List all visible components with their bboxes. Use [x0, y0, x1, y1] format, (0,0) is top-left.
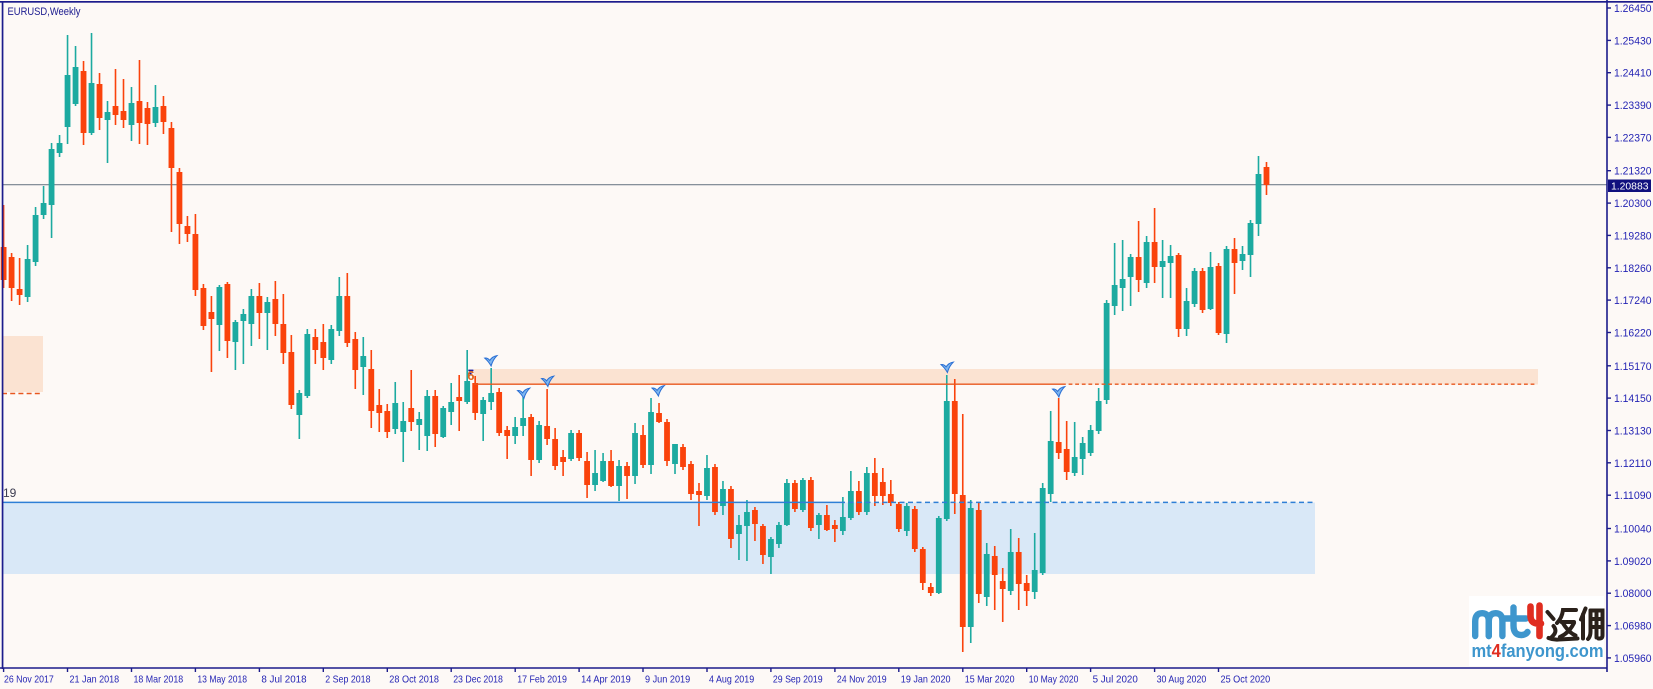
- svg-text:1.17240: 1.17240: [1614, 295, 1652, 307]
- svg-text:29 Sep 2019: 29 Sep 2019: [773, 675, 823, 686]
- svg-text:8 Jul 2018: 8 Jul 2018: [261, 675, 306, 686]
- svg-text:26 Nov 2017: 26 Nov 2017: [4, 675, 54, 686]
- svg-text:14 Apr 2019: 14 Apr 2019: [581, 675, 631, 686]
- svg-text:EURUSD,Weekly: EURUSD,Weekly: [8, 6, 81, 18]
- svg-text:1.23390: 1.23390: [1614, 100, 1652, 112]
- svg-text:1.24410: 1.24410: [1614, 68, 1652, 80]
- svg-text:19 Jan 2020: 19 Jan 2020: [901, 675, 951, 686]
- svg-text:4 Aug 2019: 4 Aug 2019: [709, 675, 754, 686]
- svg-text:1.11090: 1.11090: [1614, 490, 1652, 502]
- svg-text:19: 19: [3, 486, 17, 500]
- svg-text:10 May 2020: 10 May 2020: [1029, 675, 1079, 686]
- svg-text:13 May 2018: 13 May 2018: [197, 675, 247, 686]
- svg-text:2 Sep 2018: 2 Sep 2018: [325, 675, 370, 686]
- svg-text:1.26450: 1.26450: [1614, 3, 1652, 15]
- svg-text:1.25430: 1.25430: [1614, 35, 1652, 47]
- svg-text:6: 6: [467, 368, 474, 383]
- svg-text:24 Nov 2019: 24 Nov 2019: [837, 675, 887, 686]
- svg-text:15 Mar 2020: 15 Mar 2020: [965, 675, 1015, 686]
- svg-text:9 Jun 2019: 9 Jun 2019: [645, 675, 690, 686]
- svg-text:1.15170: 1.15170: [1614, 361, 1652, 373]
- svg-text:1.21320: 1.21320: [1614, 166, 1652, 178]
- svg-text:1.18260: 1.18260: [1614, 263, 1652, 275]
- svg-text:1.13130: 1.13130: [1614, 426, 1652, 438]
- svg-text:1.05960: 1.05960: [1614, 653, 1652, 665]
- svg-text:1.14150: 1.14150: [1614, 393, 1652, 405]
- svg-text:1.16220: 1.16220: [1614, 328, 1652, 340]
- svg-text:1.10040: 1.10040: [1614, 524, 1652, 536]
- svg-text:mt4fanyong.com: mt4fanyong.com: [1472, 641, 1604, 661]
- svg-text:1.19280: 1.19280: [1614, 230, 1652, 242]
- svg-text:1.08000: 1.08000: [1614, 588, 1652, 600]
- svg-text:1.22370: 1.22370: [1614, 132, 1652, 144]
- svg-text:1.20883: 1.20883: [1611, 181, 1649, 192]
- svg-text:5 Jul 2020: 5 Jul 2020: [1093, 675, 1138, 686]
- svg-text:25 Oct 2020: 25 Oct 2020: [1221, 675, 1271, 686]
- svg-text:23 Dec 2018: 23 Dec 2018: [453, 675, 503, 686]
- svg-text:30 Aug 2020: 30 Aug 2020: [1157, 675, 1207, 686]
- svg-text:1.06980: 1.06980: [1614, 621, 1652, 633]
- svg-text:1.20300: 1.20300: [1614, 198, 1652, 210]
- svg-text:21 Jan 2018: 21 Jan 2018: [70, 675, 120, 686]
- svg-text:18 Mar 2018: 18 Mar 2018: [134, 675, 184, 686]
- svg-text:17 Feb 2019: 17 Feb 2019: [517, 675, 567, 686]
- svg-text:28 Oct 2018: 28 Oct 2018: [389, 675, 439, 686]
- svg-text:1.09020: 1.09020: [1614, 556, 1652, 568]
- svg-text:1.12110: 1.12110: [1614, 458, 1652, 470]
